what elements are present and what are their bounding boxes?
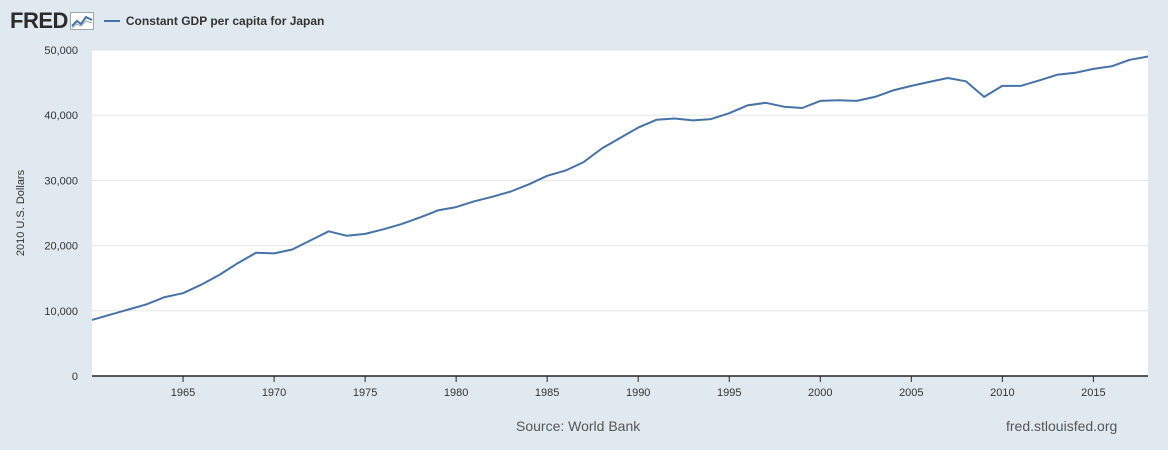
chart-legend[interactable]: Constant GDP per capita for Japan (103, 14, 325, 28)
y-tick-label: 0 (72, 371, 78, 383)
y-axis-ticks: 0 10,000 20,000 30,000 40,000 50,000 (44, 45, 78, 383)
series-line[interactable] (91, 55, 1149, 321)
y-tick-label: 50,000 (44, 45, 78, 57)
gridlines (92, 49, 1148, 312)
x-tick-label: 1980 (444, 387, 468, 399)
y-tick-label: 10,000 (44, 306, 78, 318)
x-tick-label: 1995 (717, 387, 741, 399)
y-tick-label: 20,000 (44, 241, 78, 253)
x-tick-label: 1975 (353, 387, 377, 399)
x-tick-label: 2005 (899, 387, 923, 399)
x-tick-label: 2000 (808, 387, 832, 399)
y-tick-label: 40,000 (44, 110, 78, 122)
chart-header: FRED Constant GDP per capita for Japan (10, 8, 324, 34)
legend-swatch (103, 20, 120, 22)
fred-graph-logo-icon (69, 12, 94, 30)
x-axis-ticks: 1965 1970 1975 1980 1985 1990 1995 2000 2005 2010… (171, 376, 1106, 399)
site-link[interactable]: fred.stlouisfed.org (1006, 418, 1118, 434)
fred-logo[interactable]: FRED (10, 8, 68, 33)
y-tick-label: 30,000 (44, 175, 78, 187)
plot-area (92, 50, 1148, 376)
series-layer (91, 55, 1149, 321)
source-note: Source: World Bank (516, 418, 641, 434)
x-tick-label: 2015 (1081, 387, 1105, 399)
x-tick-label: 1970 (262, 387, 286, 399)
x-tick-label: 1985 (535, 387, 559, 399)
legend-label: Constant GDP per capita for Japan (125, 14, 325, 28)
x-tick-label: 1990 (626, 387, 650, 399)
y-axis-label: 2010 U.S. Dollars (15, 169, 27, 256)
x-tick-label: 2010 (990, 387, 1014, 399)
x-tick-label: 1965 (171, 387, 195, 399)
